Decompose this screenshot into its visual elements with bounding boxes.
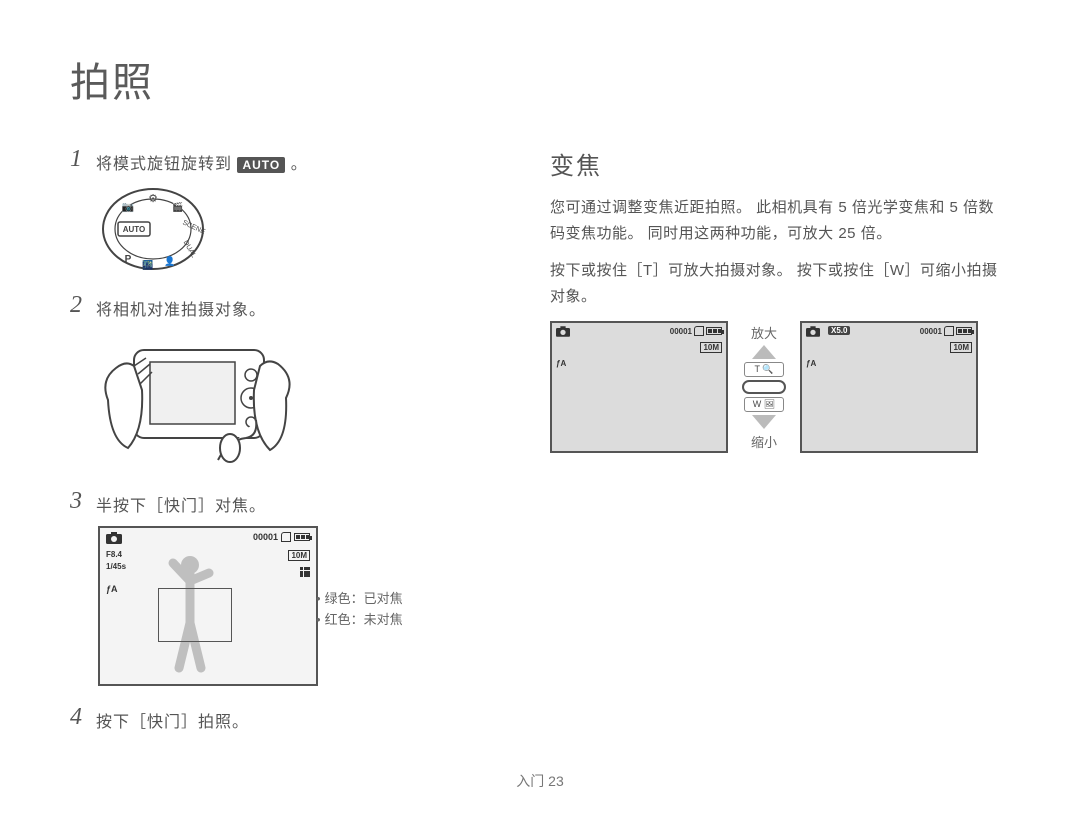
step-2: 2 将相机对准拍摄对象。: [70, 292, 490, 320]
zoom-factor-badge: X5.0: [828, 326, 850, 335]
mode-dial-illustration: AUTO ⚙ 🎬 SCENE DUAL 👤 🌃 P 📷: [98, 184, 208, 274]
svg-text:P: P: [125, 254, 132, 265]
step-text-pre: 将模式旋钮旋转到: [96, 156, 232, 173]
step-text: 将相机对准拍摄对象。: [96, 292, 266, 320]
footer-page: 23: [548, 773, 564, 789]
left-column: 1 将模式旋钮旋转到 AUTO 。 AUTO ⚙ 🎬 SCENE DUAL: [70, 146, 490, 742]
zoom-comparison-row: 00001 10M ƒA: [550, 321, 1000, 453]
step-text-post: 。: [291, 156, 308, 173]
sd-icon: [694, 326, 704, 336]
lcd-tele-view: X5.0 00001 10M ƒA: [800, 321, 978, 453]
lcd-right-info: 10M: [950, 343, 972, 352]
step-text: 半按下［快门］对焦。: [96, 488, 266, 516]
step-4: 4 按下［快门］拍照。: [70, 704, 490, 732]
svg-text:📷: 📷: [122, 202, 134, 213]
resolution-badge: 10M: [950, 342, 972, 353]
focus-color-notes: •绿色：已对焦 •红色：未对焦: [316, 588, 403, 630]
camera-holding-illustration: [98, 330, 298, 470]
step-text: 将模式旋钮旋转到 AUTO 。: [96, 146, 308, 174]
lcd-topbar: 00001: [670, 326, 722, 336]
svg-text:🎬: 🎬: [172, 201, 183, 212]
wide-label: W 🖼: [744, 397, 784, 412]
battery-icon: [706, 327, 722, 335]
shot-counter: 00001: [920, 327, 942, 336]
svg-text:🌃: 🌃: [142, 259, 153, 270]
camera-mode-icon: [556, 326, 570, 337]
flash-auto-icon: ƒA: [556, 359, 566, 368]
zoom-rocker-icon: [742, 380, 786, 394]
lcd-screen: 00001 F8.4 1/45s ƒA 10M: [98, 526, 318, 686]
page-title: 拍照: [70, 50, 1010, 108]
lcd-right-info: 10M: [288, 550, 310, 577]
zoom-heading: 变焦: [550, 146, 1000, 181]
zoom-control-diagram: 放大 T 🔍 W 🖼 缩小: [738, 323, 790, 451]
tele-label: T 🔍: [744, 362, 784, 377]
step-number: 3: [70, 488, 96, 515]
lcd-topbar: 00001: [253, 532, 310, 542]
arrow-down-icon: [752, 415, 776, 429]
lcd-wide-view: 00001 10M ƒA: [550, 321, 728, 453]
zoom-paragraph-2: 按下或按住［T］可放大拍摄对象。 按下或按住［W］可缩小拍摄对象。: [550, 258, 1000, 309]
flash-auto-icon: ƒA: [106, 584, 126, 594]
lcd-right-info: 10M: [700, 343, 722, 352]
svg-text:DUAL: DUAL: [182, 239, 197, 259]
manual-page: 拍照 1 将模式旋钮旋转到 AUTO 。 AUTO ⚙: [0, 0, 1080, 815]
svg-text:👤: 👤: [164, 255, 175, 266]
lcd-focus-illustration: 00001 F8.4 1/45s ƒA 10M: [98, 526, 490, 686]
auto-badge: AUTO: [237, 157, 285, 173]
step-text: 按下［快门］拍照。: [96, 704, 249, 732]
footer-section: 入门: [516, 773, 544, 789]
zoom-out-label: 缩小: [751, 432, 777, 451]
resolution-badge: 10M: [700, 342, 722, 353]
right-column: 变焦 您可通过调整变焦近距拍照。 此相机具有 5 倍光学变焦和 5 倍数码变焦功…: [550, 146, 1000, 742]
battery-icon: [956, 327, 972, 335]
svg-text:⚙: ⚙: [148, 193, 158, 205]
arrow-up-icon: [752, 345, 776, 359]
step-3: 3 半按下［快门］对焦。: [70, 488, 490, 516]
camera-mode-icon: [106, 532, 122, 544]
sd-icon: [281, 532, 291, 542]
lcd-topbar: 00001: [920, 326, 972, 336]
content-columns: 1 将模式旋钮旋转到 AUTO 。 AUTO ⚙ 🎬 SCENE DUAL: [70, 146, 1010, 742]
step-number: 2: [70, 292, 96, 319]
shutter-value: 1/45s: [106, 562, 126, 571]
shot-counter: 00001: [670, 327, 692, 336]
battery-icon: [294, 533, 310, 541]
step-number: 4: [70, 704, 96, 731]
focus-green-note: •绿色：已对焦: [316, 588, 403, 607]
step-1: 1 将模式旋钮旋转到 AUTO 。: [70, 146, 490, 174]
aperture-value: F8.4: [106, 550, 126, 559]
zoom-paragraph-1: 您可通过调整变焦近距拍照。 此相机具有 5 倍光学变焦和 5 倍数码变焦功能。 …: [550, 195, 1000, 246]
resolution-badge: 10M: [288, 550, 310, 561]
page-footer: 入门 23: [0, 771, 1080, 791]
flash-auto-icon: ƒA: [806, 359, 816, 368]
lcd-left-info: F8.4 1/45s ƒA: [106, 550, 126, 594]
svg-text:AUTO: AUTO: [123, 225, 146, 234]
shot-counter: 00001: [253, 532, 278, 542]
sd-icon: [944, 326, 954, 336]
zoom-in-label: 放大: [751, 323, 777, 342]
focus-red-note: •红色：未对焦: [316, 609, 403, 628]
quality-icon: [300, 567, 310, 577]
step-number: 1: [70, 146, 96, 173]
focus-rectangle: [158, 588, 232, 642]
camera-mode-icon: [806, 326, 820, 337]
